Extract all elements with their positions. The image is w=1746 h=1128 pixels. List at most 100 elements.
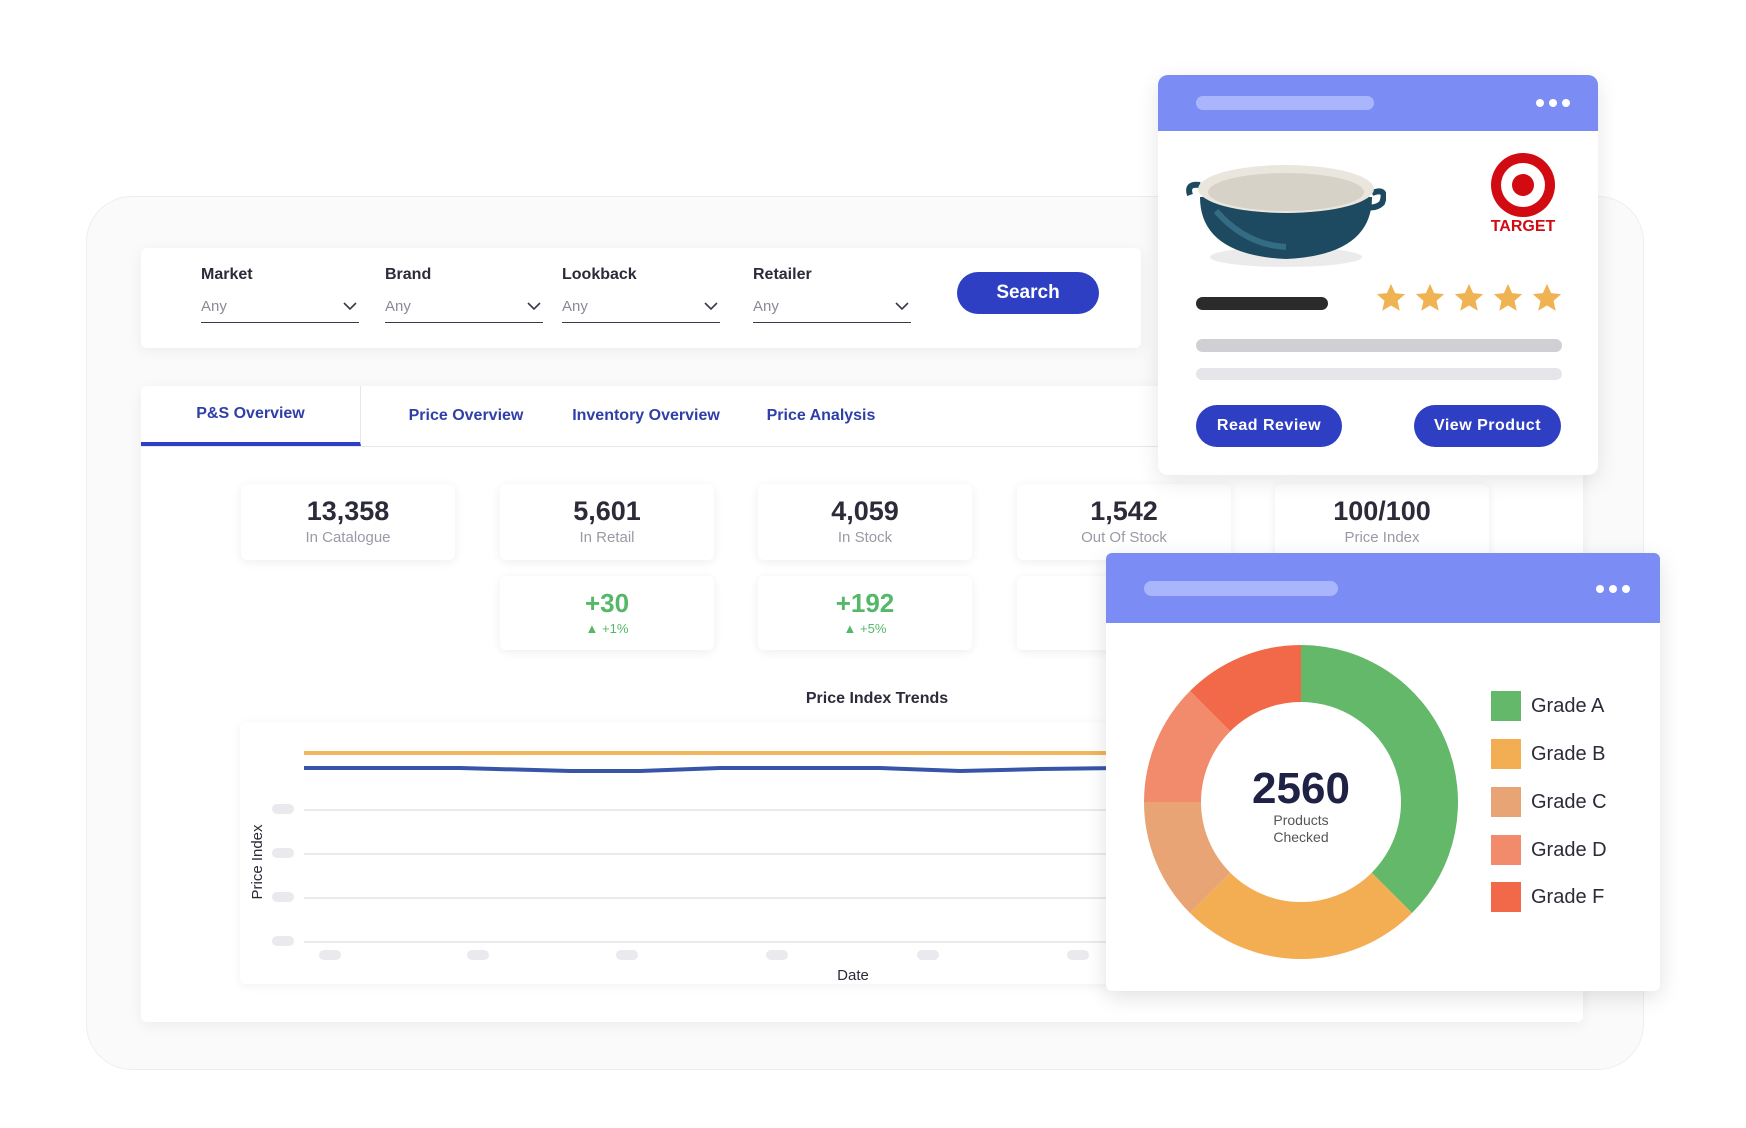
lookback-select[interactable]: Any (562, 294, 720, 323)
donut-slice-grade-c (1144, 802, 1231, 914)
x-axis-label: Date (837, 967, 869, 984)
search-button[interactable]: Search (957, 272, 1099, 314)
retailer-value: Any (753, 298, 779, 315)
delta-percent: ▲ +5% (758, 621, 972, 636)
delta-value: +192 (835, 588, 895, 618)
star-icon (1415, 283, 1445, 311)
more-options-icon[interactable] (1536, 99, 1570, 107)
market-value: Any (201, 298, 227, 315)
stat-in-stock: 4,059 In Stock (758, 484, 972, 560)
stat-label: In Stock (837, 529, 893, 546)
star-icon (1493, 283, 1523, 311)
view-product-button[interactable]: View Product (1414, 405, 1561, 447)
chevron-down-icon (895, 302, 909, 311)
market-select[interactable]: Any (201, 294, 359, 323)
tab-bar: P&S Overview Price Overview Inventory Ov… (141, 386, 1583, 447)
donut-card-header (1106, 553, 1660, 623)
stat-in-catalogue: 13,358 In Catalogue (241, 484, 455, 560)
stat-value: 5,601 (573, 496, 641, 526)
read-review-button[interactable]: Read Review (1196, 405, 1342, 447)
donut-center-label: Products (1273, 812, 1328, 828)
y-axis-label: Price Index (249, 824, 266, 900)
stat-value: 4,059 (831, 496, 899, 526)
lookback-filter-label: Lookback (562, 266, 637, 283)
header-title-placeholder (1196, 96, 1374, 110)
stat-label: Price Index (1344, 529, 1420, 546)
description-placeholder (1196, 368, 1562, 380)
cooking-pot-image (1186, 165, 1386, 267)
star-icon (1376, 283, 1406, 311)
header-title-placeholder (1144, 581, 1338, 596)
legend-swatch (1491, 882, 1521, 912)
product-card: TARGET Read Review View Product (1158, 75, 1598, 475)
gridlines (304, 809, 1120, 943)
brand-value: Any (385, 298, 411, 315)
target-logo-icon (1491, 153, 1555, 217)
x-tick-placeholders (319, 950, 1089, 960)
legend-item-grade-b: Grade B (1491, 739, 1605, 769)
legend-label: Grade B (1531, 742, 1606, 765)
legend-swatch (1491, 739, 1521, 769)
lookback-value: Any (562, 298, 588, 315)
filter-bar: Market Any Brand Any Lookback Any Retail… (141, 248, 1141, 348)
stat-value: 13,358 (306, 496, 390, 526)
grade-donut-chart: 2560 Products Checked (1144, 645, 1458, 959)
legend-label: Grade A (1531, 694, 1605, 717)
stat-in-retail: 5,601 In Retail (500, 484, 714, 560)
trend-chart-title: Price Index Trends (805, 690, 949, 707)
tab-ps-overview[interactable]: P&S Overview (141, 386, 361, 446)
legend-item-grade-c: Grade C (1491, 787, 1607, 817)
stat-label: In Retail (579, 529, 635, 546)
tab-inventory-overview[interactable]: Inventory Overview (572, 407, 720, 424)
donut-center-label: Checked (1273, 829, 1328, 845)
legend-swatch (1491, 691, 1521, 721)
rating-stars (1374, 281, 1564, 315)
stat-price-index: 100/100 Price Index (1275, 484, 1489, 560)
legend-item-grade-a: Grade A (1491, 691, 1604, 721)
legend-item-grade-d: Grade D (1491, 835, 1607, 865)
arrow-up-icon: ▲ (843, 621, 857, 636)
product-title-placeholder (1196, 297, 1328, 310)
star-icon (1454, 283, 1484, 311)
tab-price-overview[interactable]: Price Overview (408, 407, 524, 424)
delta-value: +30 (584, 588, 630, 618)
stat-value: 1,542 (1090, 496, 1158, 526)
brand-filter-label: Brand (385, 266, 432, 283)
stat-out-of-stock: 1,542 Out Of Stock (1017, 484, 1231, 560)
donut-slice-grade-a (1301, 645, 1458, 914)
star-icon (1532, 283, 1562, 311)
chevron-down-icon (704, 302, 718, 311)
donut-slice-grade-d (1144, 690, 1231, 802)
brand-filter[interactable]: Brand Any (385, 266, 543, 323)
donut-slice-grade-b (1189, 872, 1413, 959)
retailer-name: TARGET (1490, 218, 1556, 235)
arrow-up-icon: ▲ (585, 621, 599, 636)
trend-chart-svg: Price Index Date (249, 751, 1121, 984)
retailer-filter-label: Retailer (753, 266, 812, 283)
brand-select[interactable]: Any (385, 294, 543, 323)
market-filter[interactable]: Market Any (201, 266, 359, 323)
donut-center-value: 2560 (1252, 764, 1350, 813)
chevron-down-icon (343, 302, 357, 311)
grade-donut-card: 2560 Products Checked Grade A Grade B Gr… (1106, 553, 1660, 991)
delta-in-stock: +192 ▲ +5% (758, 576, 972, 650)
retailer-filter[interactable]: Retailer Any (753, 266, 911, 323)
legend-swatch (1491, 835, 1521, 865)
tab-price-analysis[interactable]: Price Analysis (766, 407, 876, 424)
legend-label: Grade F (1531, 885, 1605, 908)
delta-in-retail: +30 ▲ +1% (500, 576, 714, 650)
chevron-down-icon (527, 302, 541, 311)
delta-percent-text: +1% (602, 621, 629, 636)
legend-label: Grade D (1531, 838, 1607, 861)
delta-percent: ▲ +1% (500, 621, 714, 636)
retailer-select[interactable]: Any (753, 294, 911, 323)
product-card-header (1158, 75, 1598, 131)
lookback-filter[interactable]: Lookback Any (562, 266, 720, 323)
legend-item-grade-f: Grade F (1491, 882, 1604, 912)
description-placeholder (1196, 339, 1562, 352)
legend-swatch (1491, 787, 1521, 817)
stat-label: Out Of Stock (1081, 529, 1167, 546)
legend-label: Grade C (1531, 790, 1607, 813)
market-filter-label: Market (201, 266, 253, 283)
more-options-icon[interactable] (1596, 585, 1630, 593)
